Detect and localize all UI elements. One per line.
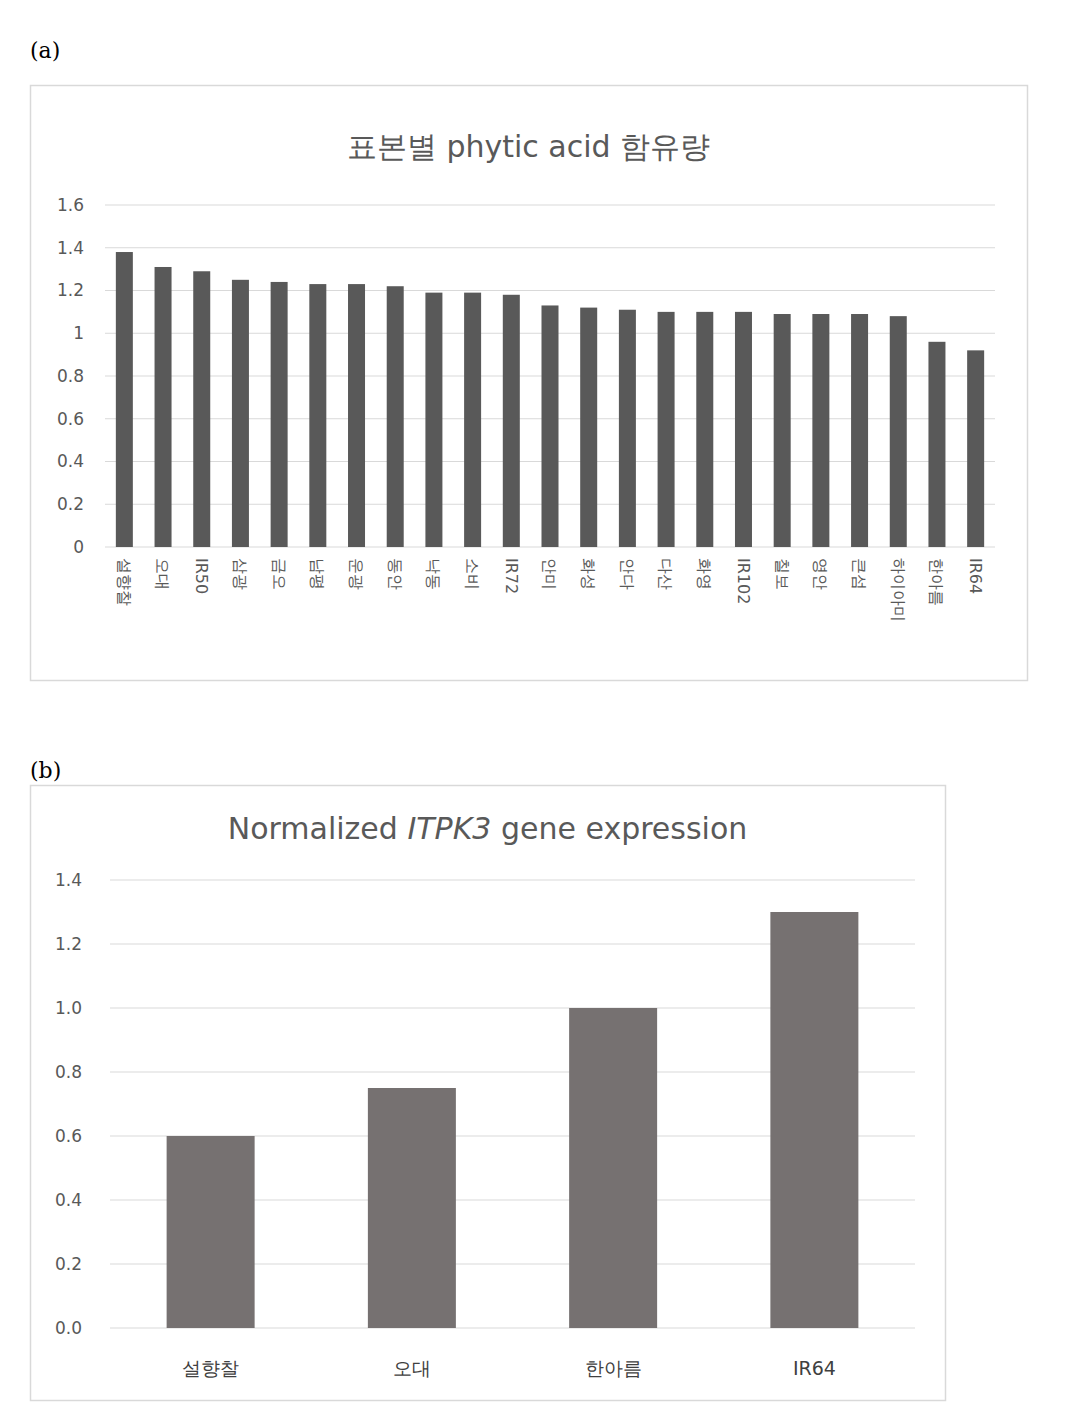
bar [851,314,868,547]
y-tick-label: 0.4 [57,451,84,471]
bar [368,1088,456,1328]
bar [193,271,210,547]
bar [309,284,326,547]
y-tick-label: 1.2 [57,280,84,300]
y-tick-label: 0.2 [55,1254,82,1274]
bar [503,295,520,547]
x-tick-label: IR72 [502,558,521,594]
x-tick-label: 다산 [656,558,675,590]
chart-frame [31,786,946,1401]
x-tick-label: 화성 [579,558,598,590]
x-tick-label: 소비 [463,558,482,590]
bar [348,284,365,547]
y-tick-label: 0.6 [57,409,84,429]
bar [542,305,559,547]
bar [696,312,713,547]
x-tick-label: IR102 [734,558,753,604]
x-tick-label: 화영 [695,558,714,590]
x-tick-label: 오대 [393,1357,431,1379]
chart-title: Normalized ITPK3 gene expression [228,811,748,846]
bars [167,912,859,1328]
x-tick-label: 금오 [270,558,289,590]
bar [387,286,404,547]
y-tick-label: 1.4 [55,870,82,890]
x-tick-label: 동안 [386,558,405,590]
x-tick-label: IR64 [793,1357,836,1379]
x-tick-label: 안다 [618,558,637,590]
x-tick-label: 삼광 [231,558,250,590]
y-tick-label: 0 [73,537,84,557]
chart-title: 표본별 phytic acid 함유량 [347,129,710,164]
x-tick-label: 큰섬 [850,558,869,590]
x-tick-label: 설향찰 [115,558,134,606]
bar [232,280,249,547]
grid-line [105,204,995,205]
bar [619,310,636,547]
bar [812,314,829,547]
x-tick-label: 영안 [811,558,830,590]
bar [735,312,752,547]
bar [928,342,945,547]
bar [967,350,984,547]
chart: (a) 표본별 phytic acid 함유량 0 0.2 0.4 0.6 0.8 1 1.2 1… [30,38,1028,681]
x-tick-label: 한아름 [585,1357,642,1379]
y-tick-label: 1.6 [57,195,84,215]
y-tick-label: 1.0 [55,998,82,1018]
page: (a) 표본별 phytic acid 함유량 0 0.2 0.4 0.6 0.8 1 1.2 1… [0,0,1085,1423]
x-tick-label: 운광 [347,558,366,590]
x-tick-label: 설향찰 [182,1357,239,1379]
x-tick-label: 낙동 [424,558,443,590]
x-tick-label: 오대 [153,558,172,590]
y-tick-label: 0.8 [57,366,84,386]
y-tick-label: 0.6 [55,1126,82,1146]
chart: (b) Normalized ITPK3 gene expression 0.0 0.… [30,758,946,1401]
bar [464,293,481,547]
bar [658,312,675,547]
bars [116,252,984,547]
y-tick-label: 1.4 [57,238,84,258]
y-tick-label: 0.2 [57,494,84,514]
x-tick-label: 하이아미 [889,558,908,622]
chart-frame [31,86,1028,681]
x-tick-label: 안미 [540,558,559,590]
y-tick-label: 0.8 [55,1062,82,1082]
x-tick-label: IR64 [966,558,985,594]
x-tick-label: 칠보 [773,558,792,590]
grid-line [105,247,995,248]
bar [890,316,907,547]
y-tick-label: 0.4 [55,1190,82,1210]
x-tick-label: 남평 [308,558,327,590]
bar [155,267,172,547]
bar [580,308,597,547]
y-tick-label: 0.0 [55,1318,82,1338]
y-tick-label: 1.2 [55,934,82,954]
grid-line [110,879,915,880]
bar [770,912,858,1328]
bar [271,282,288,547]
panel-label: (a) [30,38,60,63]
y-tick-label: 1 [73,323,84,343]
bar [569,1008,657,1328]
panel-label: (b) [30,758,61,783]
x-tick-label: IR50 [192,558,211,594]
bar [167,1136,255,1328]
x-tick-label: 한아름 [927,558,946,606]
bar [116,252,133,547]
bar [425,293,442,547]
bar [774,314,791,547]
